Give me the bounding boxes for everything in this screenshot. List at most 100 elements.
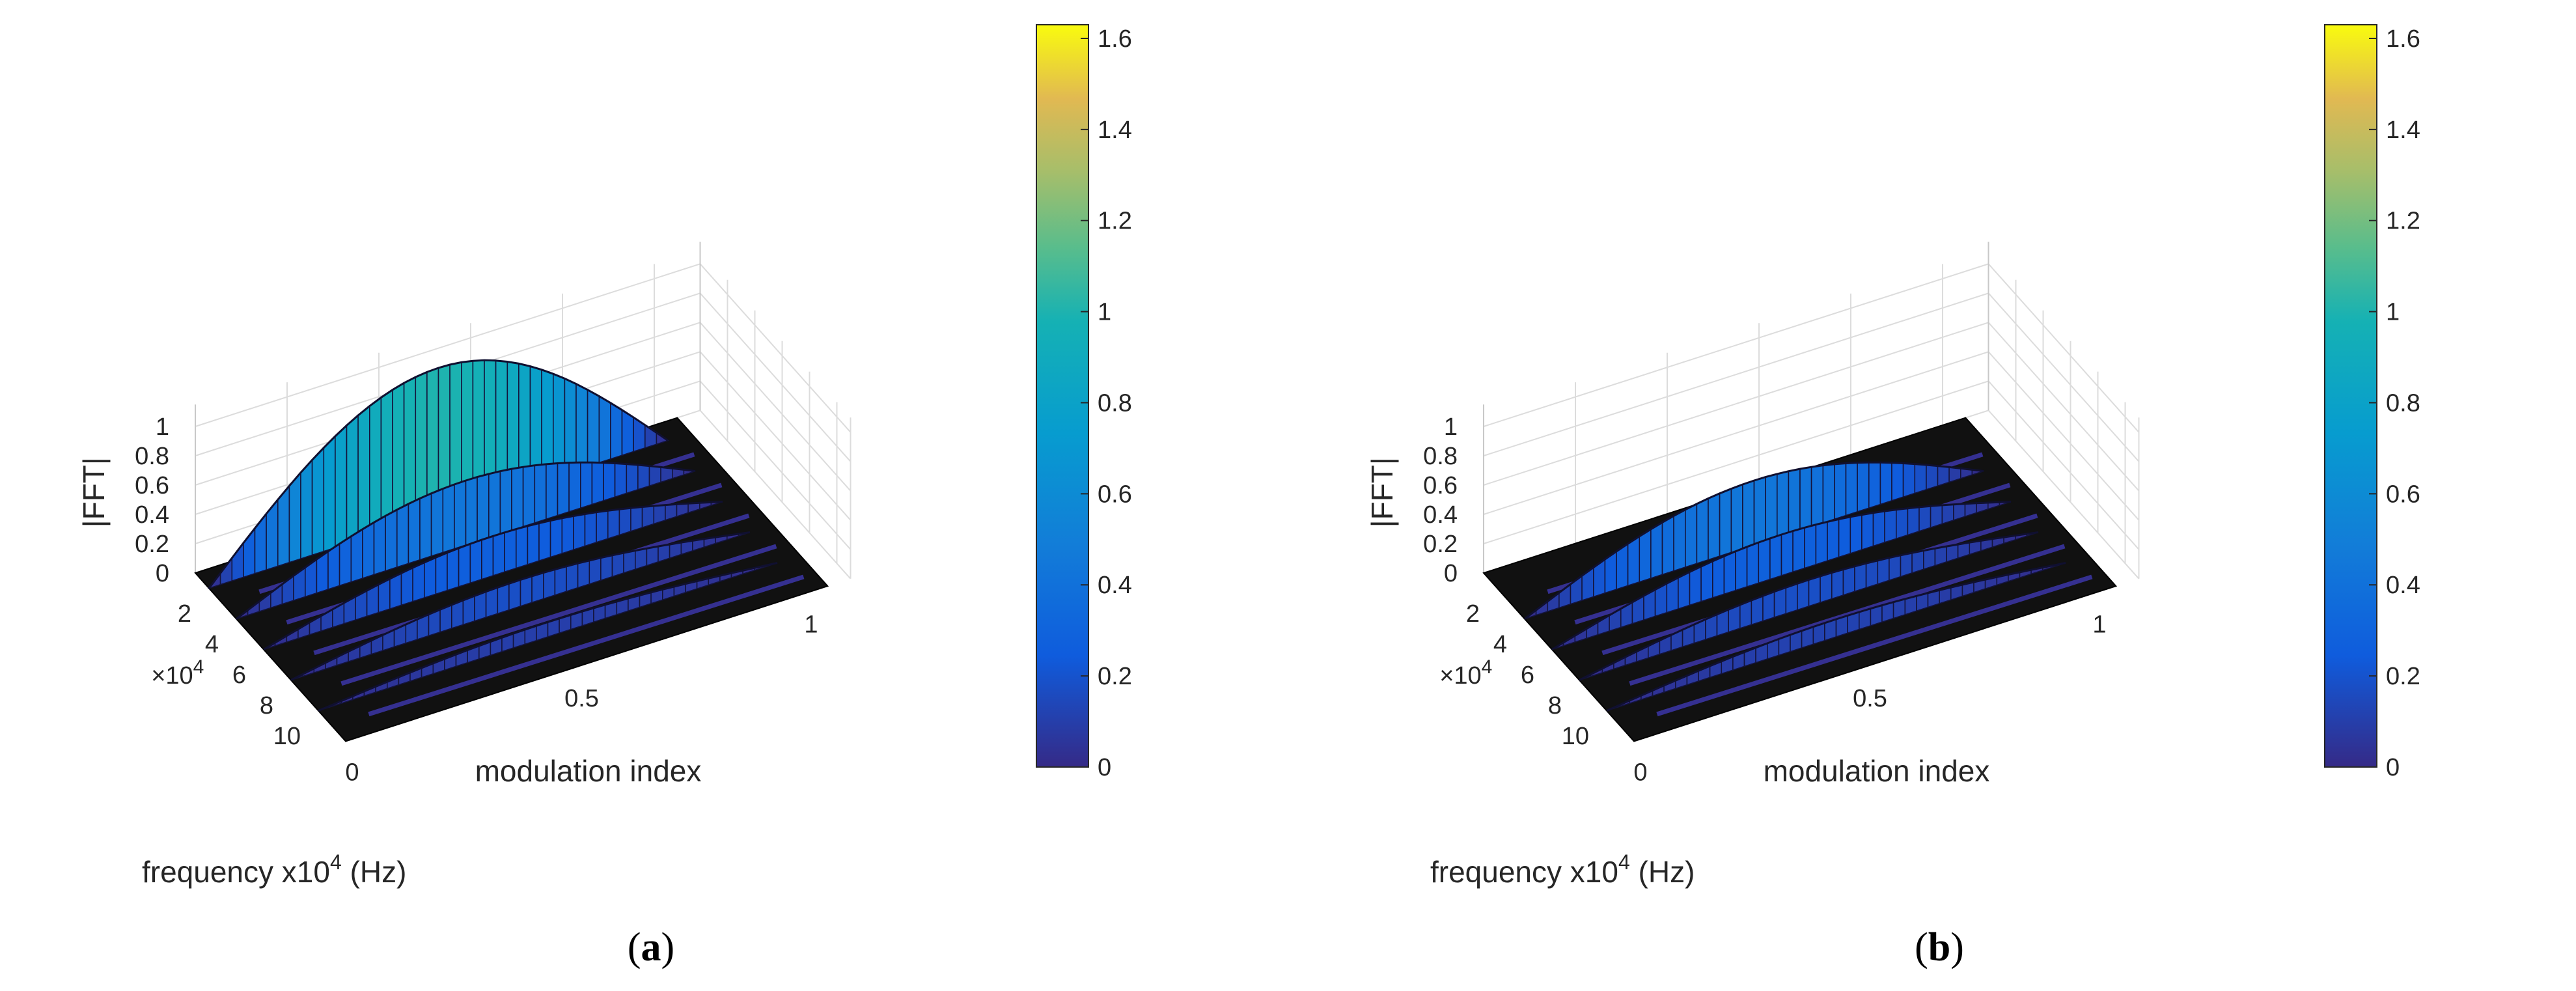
series-strip-a-1-16 — [419, 492, 432, 561]
side-wall-zline-b-2 — [1987, 351, 2140, 521]
series-strip-a-3-23 — [554, 565, 567, 596]
x-tick-label-b-1: 4 — [1493, 631, 1507, 658]
side-wall-zline-b-5 — [1987, 263, 2140, 433]
series-strip-b-0-32 — [1891, 462, 1904, 502]
z-tick-label-a-0: 0 — [156, 560, 169, 587]
series-strip-a-0-33 — [587, 389, 600, 468]
series-strip-b-1-26 — [1849, 514, 1863, 555]
series-strip-a-1-26 — [534, 464, 547, 524]
series-strip-a-0-30 — [552, 373, 566, 479]
side-wall-zline-a-3 — [699, 322, 852, 492]
series-strip-a-2-13 — [412, 561, 425, 602]
series-strip-a-0-37 — [633, 416, 646, 453]
series-strip-b-1-23 — [1815, 521, 1828, 566]
series-strip-a-2-23 — [527, 522, 540, 566]
colorbar-tick-label-b-3: 0.6 — [2386, 481, 2420, 508]
series-strip-b-0-34 — [1914, 463, 1927, 494]
series-strip-a-2-26 — [561, 515, 574, 555]
series-strip-a-2-28 — [584, 511, 597, 547]
panel-caption-b: (b) — [1915, 925, 1964, 970]
series-strip-b-1-15 — [1723, 550, 1736, 595]
y-axis-label-b: modulation index — [1764, 754, 1990, 788]
series-strip-b-1-14 — [1711, 555, 1725, 599]
series-strip-b-0-18 — [1730, 483, 1743, 553]
series-strip-a-2-20 — [492, 531, 505, 577]
z-axis-label-b: |FFT| — [1365, 457, 1399, 527]
series-crest-a-2 — [263, 501, 723, 650]
floor-streak-a-4 — [368, 574, 805, 717]
series-strip-b-0-13 — [1673, 509, 1686, 572]
z-tick-label-b-3: 0.6 — [1423, 472, 1458, 499]
series-strip-a-1-25 — [522, 464, 536, 527]
series-strip-b-1-12 — [1689, 565, 1702, 606]
series-strip-a-1-34 — [626, 463, 639, 494]
series-strip-a-2-31 — [618, 507, 631, 536]
series-strip-a-0-12 — [346, 414, 359, 545]
side-wall-zline-a-1 — [699, 380, 852, 550]
z-tick-label-b-5: 1 — [1444, 413, 1458, 441]
z-tick-label-a-2: 0.4 — [135, 501, 169, 529]
series-strip-a-3-28 — [611, 552, 624, 578]
floor-streak-b-4 — [1656, 574, 2093, 717]
series-strip-a-0-10 — [323, 435, 336, 552]
series-strip-b-1-20 — [1780, 530, 1794, 577]
colorbar-tick-label-a-3: 0.6 — [1098, 481, 1132, 508]
series-strip-a-0-31 — [564, 378, 577, 475]
series-strip-a-1-29 — [568, 462, 581, 512]
colorbar-tick-label-b-1: 0.2 — [2386, 663, 2420, 690]
z-tick-label-a-1: 0.2 — [135, 531, 169, 558]
series-strip-a-3-26 — [589, 557, 602, 585]
series-strip-a-1-30 — [579, 462, 593, 509]
series-strip-a-2-32 — [630, 506, 643, 533]
x-axis-label-exp-a: 4 — [330, 850, 342, 874]
series-strip-a-1-28 — [557, 462, 570, 516]
z-tick-label-b-1: 0.2 — [1423, 531, 1458, 558]
side-wall-zline-a-2 — [699, 351, 852, 521]
series-strip-a-1-13 — [385, 509, 398, 572]
colorbar-tick-label-a-7: 1.4 — [1098, 117, 1132, 144]
series-strip-b-2-26 — [1877, 557, 1890, 585]
series-strip-b-0-15 — [1696, 497, 1709, 565]
x-tick-label-b-4: 10 — [1562, 723, 1589, 750]
series-strip-b-2-28 — [1900, 552, 1913, 578]
series-strip-a-0-15 — [380, 389, 393, 534]
series-strip-a-1-24 — [511, 466, 524, 531]
series-strip-a-2-16 — [447, 547, 460, 591]
series-strip-b-0-16 — [1708, 492, 1721, 561]
series-crest-b-1 — [1551, 501, 2012, 650]
series-strip-b-1-30 — [1895, 507, 1909, 540]
series-strip-a-2-14 — [423, 556, 437, 599]
series-strip-a-2-22 — [515, 525, 529, 569]
z-tick-label-b-4: 0.8 — [1423, 443, 1458, 470]
series-strip-b-0-28 — [1845, 462, 1858, 516]
series-strip-a-1-33 — [614, 462, 628, 498]
series-strip-b-2-31 — [1934, 546, 1947, 566]
series-strip-b-2-20 — [1808, 575, 1821, 607]
colorbar-tick-label-b-8: 1.6 — [2386, 25, 2420, 53]
z-tick-label-a-4: 0.8 — [135, 443, 169, 470]
x-tick-label-a-2: 6 — [232, 662, 246, 689]
panel-caption-a: (a) — [628, 925, 674, 970]
back-wall-zline-a-5 — [195, 263, 700, 427]
colorbar-tick-label-b-4: 0.8 — [2386, 389, 2420, 417]
series-strip-a-2-18 — [469, 538, 482, 584]
back-wall-zline-b-4 — [1483, 292, 1989, 456]
colorbar-tick-label-b-6: 1.2 — [2386, 208, 2420, 235]
side-wall-zline-a-4 — [699, 292, 852, 462]
series-strip-b-0-17 — [1719, 488, 1732, 557]
series-strip-b-0-33 — [1902, 462, 1916, 498]
back-wall-zline-b-3 — [1483, 322, 1989, 486]
panel-caption-close-a: ) — [661, 925, 675, 970]
series-strip-b-0-14 — [1684, 503, 1698, 568]
series-strip-a-1-27 — [546, 462, 559, 520]
series-strip-b-0-30 — [1868, 462, 1881, 509]
series-strip-a-0-13 — [357, 404, 370, 541]
colorbar-tick-label-b-2: 0.4 — [2386, 572, 2420, 599]
colorbar-tick-label-a-8: 1.6 — [1098, 25, 1132, 53]
side-wall-zline-a-0 — [699, 410, 852, 579]
series-strip-a-3-27 — [600, 554, 613, 581]
colorbar-tick-label-a-0: 0 — [1098, 754, 1111, 781]
series-strip-b-0-36 — [1937, 465, 1950, 487]
series-strip-b-0-22 — [1776, 470, 1790, 538]
series-b-1 — [1551, 501, 2012, 650]
